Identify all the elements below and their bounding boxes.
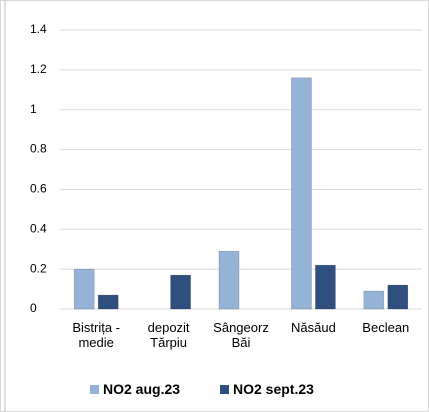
- y-tick-label: 1.4: [30, 22, 47, 36]
- x-tick-label: Bistrița - medie: [72, 320, 121, 350]
- x-tick-label: depozit Tărpiu: [147, 320, 190, 350]
- y-tick-label: 0: [30, 301, 37, 315]
- legend-swatch: [220, 384, 229, 394]
- bar: [170, 274, 191, 310]
- legend-item: NO2 sept.23: [220, 381, 314, 397]
- legend-label: NO2 sept.23: [233, 381, 314, 397]
- y-tick-label: 0.6: [30, 182, 47, 196]
- legend-label: NO2 aug.23: [103, 381, 181, 397]
- x-tick-label: Sângeorz Băi: [213, 320, 269, 350]
- bar: [387, 284, 409, 310]
- bar: [315, 264, 336, 310]
- legend-swatch: [90, 384, 99, 394]
- y-tick-label: 1: [30, 102, 37, 116]
- y-tick-label: 0.2: [30, 261, 47, 275]
- x-tick-label: Beclean: [362, 320, 410, 335]
- x-tick-label: Năsăud: [290, 320, 336, 335]
- legend-item: NO2 aug.23: [90, 381, 180, 397]
- bar: [363, 290, 385, 310]
- y-tick-label: 0.4: [30, 221, 47, 235]
- y-tick-label: 1.2: [30, 62, 47, 76]
- bar: [218, 250, 240, 310]
- bar: [97, 294, 119, 310]
- bar: [291, 77, 312, 310]
- y-tick-label: 0.8: [30, 142, 47, 156]
- bar: [73, 268, 95, 310]
